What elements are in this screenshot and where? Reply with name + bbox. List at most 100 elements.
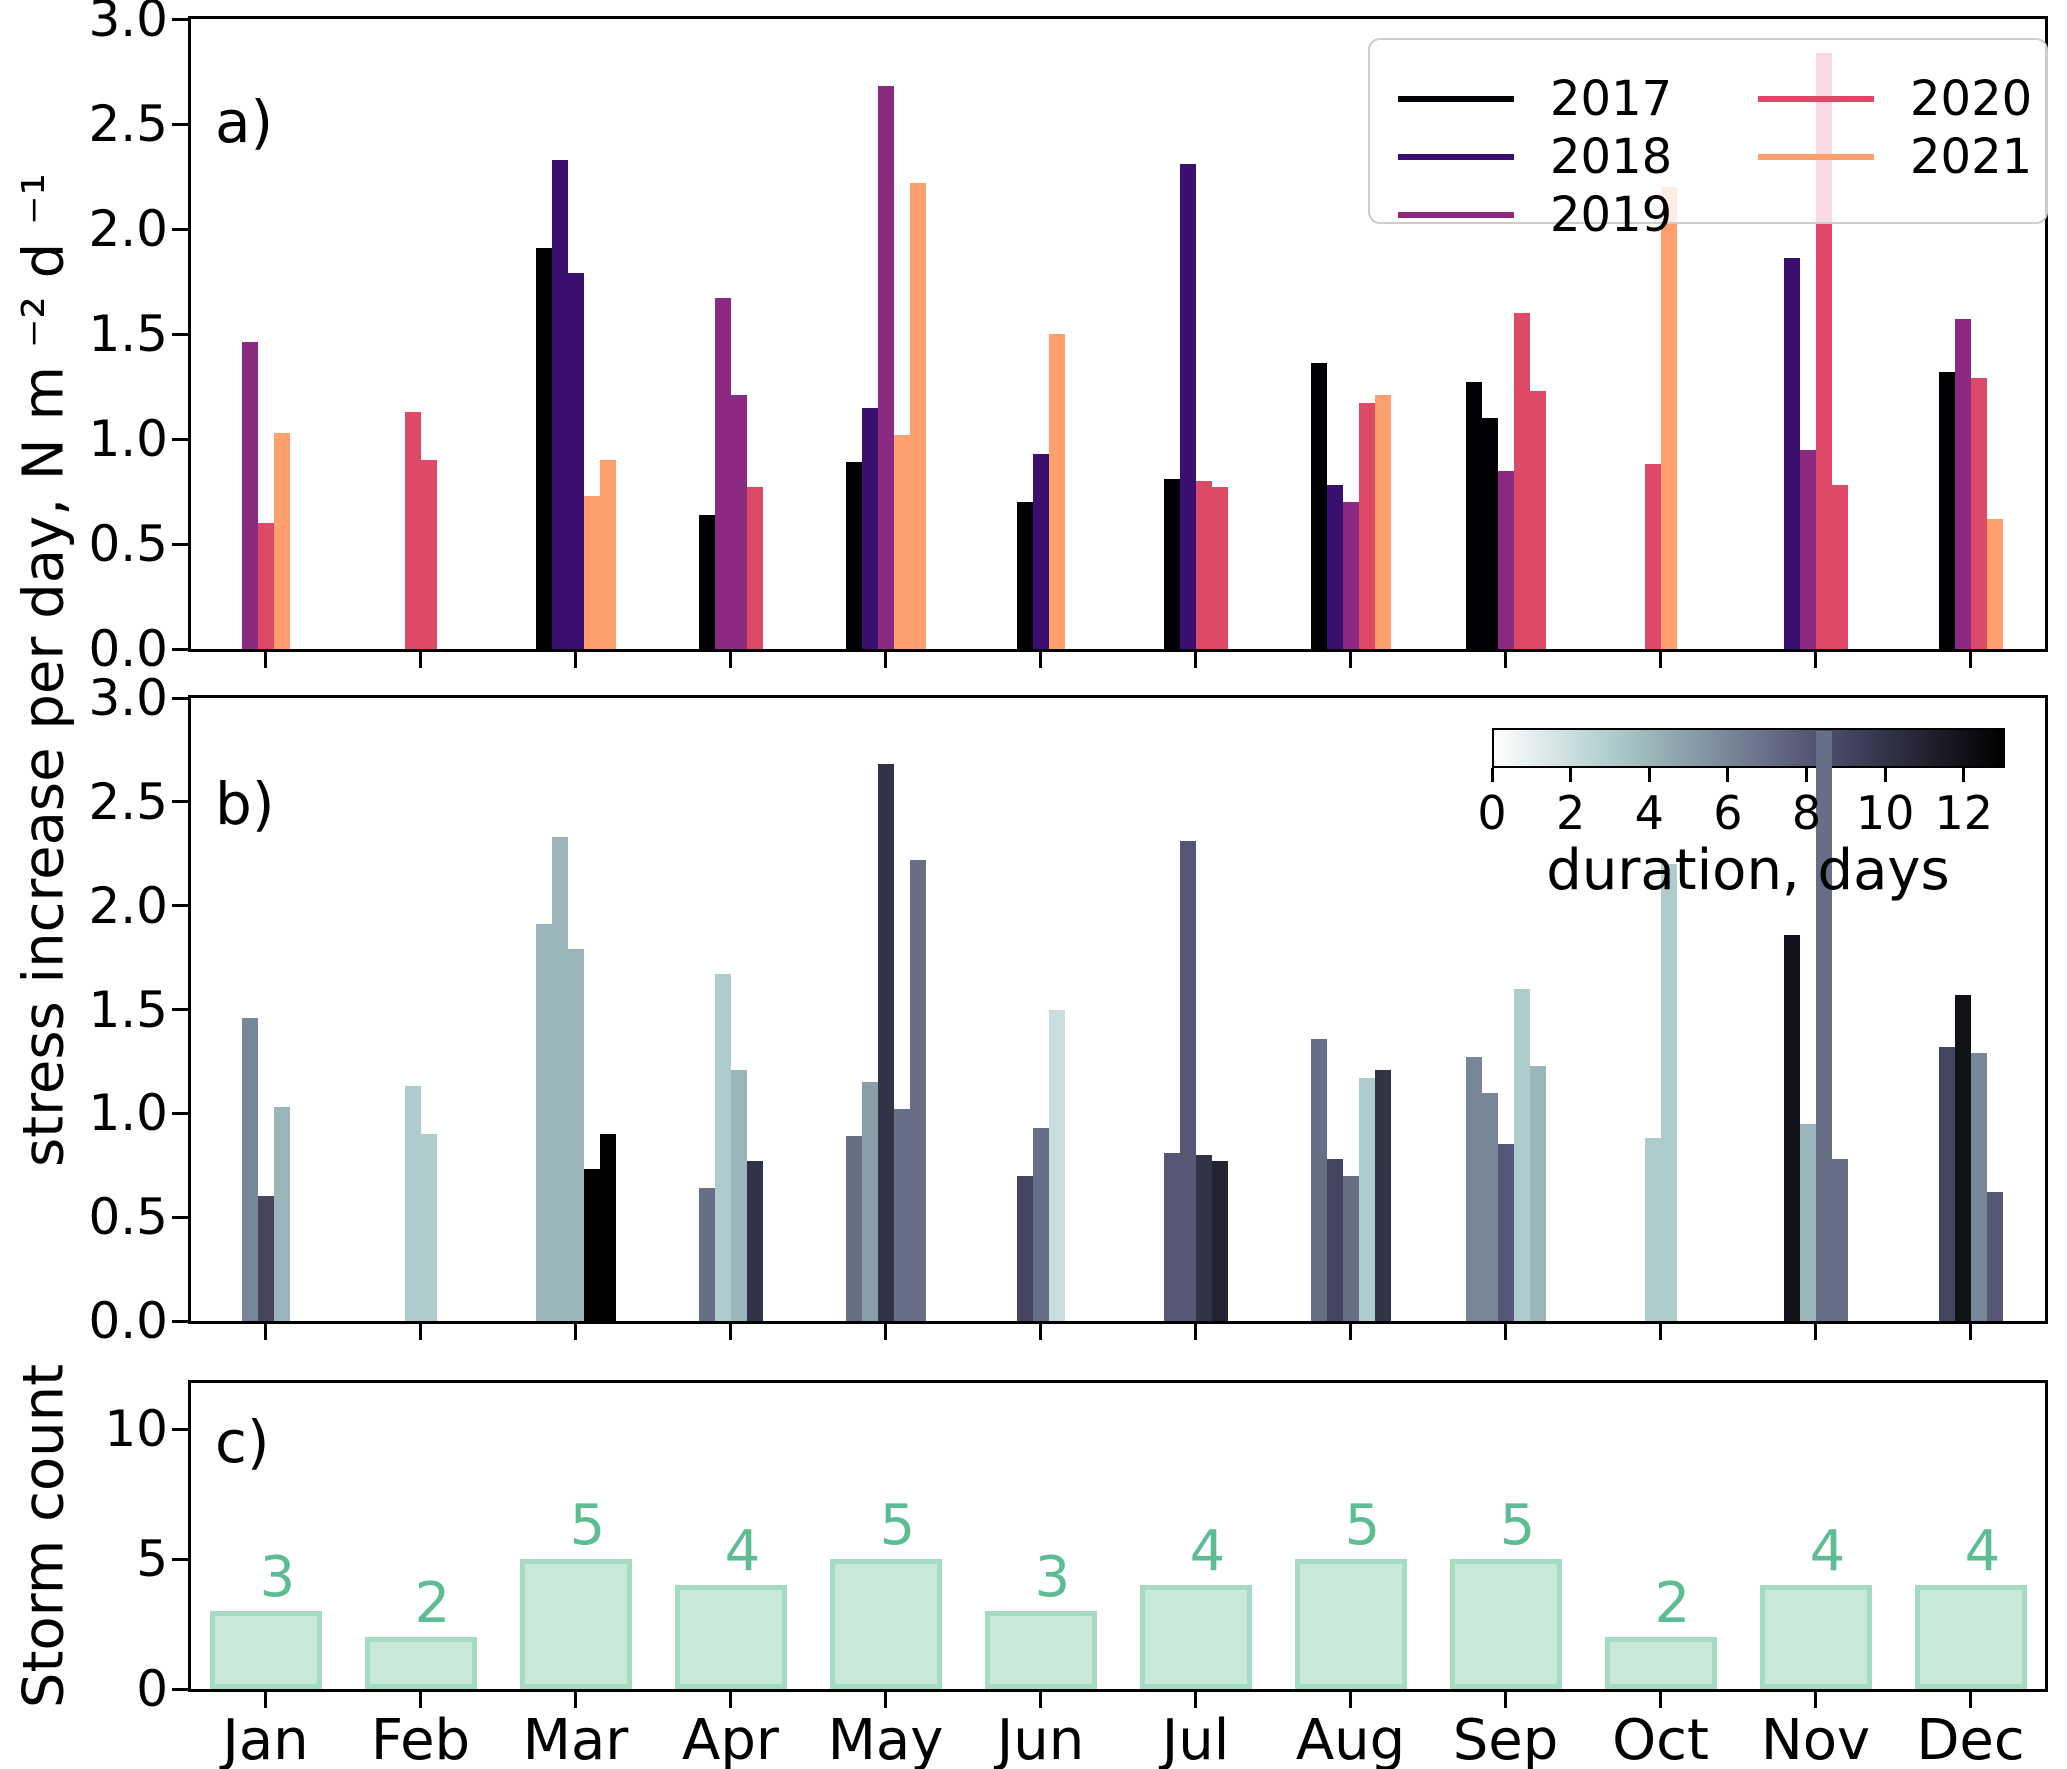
month-label-Jan: Jan — [222, 1708, 309, 1769]
ytick-label-a-1.5: 1.5 — [88, 305, 168, 363]
bar-b-Aug-3-3d — [1358, 1078, 1375, 1321]
ytick-mark-b-3.0 — [172, 696, 188, 700]
bar-b-Feb-0-3d — [404, 1086, 421, 1321]
bar-a-Aug-2-2019 — [1342, 502, 1359, 649]
count-label-Oct: 2 — [1654, 1571, 1691, 1636]
xtick-mark-a-Apr — [729, 652, 732, 668]
ytick-mark-c-5 — [172, 1557, 188, 1561]
legend-entry-2017: 2017 — [1550, 71, 1673, 127]
bar-b-Mar-4-13d — [599, 1134, 616, 1321]
xtick-mark-b-May — [884, 1324, 887, 1340]
colorbar-tick-2 — [1569, 768, 1573, 782]
bar-b-Sep-2-8d — [1497, 1144, 1514, 1321]
xtick-mark-b-Jul — [1194, 1324, 1197, 1340]
bar-b-Apr-1-3d — [714, 974, 731, 1321]
bar-c-Aug — [1294, 1559, 1407, 1689]
bar-b-Jul-1-8d — [1179, 841, 1196, 1321]
bar-b-May-0-7d — [845, 1136, 862, 1321]
bar-a-Jul-2-2020 — [1195, 481, 1212, 649]
ytick-label-c-0: 0 — [136, 1660, 168, 1718]
colorbar-tick-12 — [1962, 768, 1966, 782]
xtick-mark-c-Sep — [1504, 1692, 1507, 1708]
bar-b-Aug-1-9d — [1326, 1159, 1343, 1321]
xtick-mark-b-Feb — [419, 1324, 422, 1340]
xtick-mark-c-Mar — [574, 1692, 577, 1708]
month-label-Jun: Jun — [996, 1708, 1085, 1769]
bar-a-Mar-0-2017 — [535, 247, 552, 649]
month-label-Jul: Jul — [1161, 1708, 1230, 1769]
bar-a-Mar-4-2021 — [599, 460, 616, 649]
month-label-Nov: Nov — [1760, 1708, 1871, 1769]
bar-a-May-4-2021 — [909, 182, 926, 649]
bar-b-May-2-10d — [877, 764, 894, 1321]
colorbar — [1492, 728, 2005, 768]
xtick-mark-c-Aug — [1349, 1692, 1352, 1708]
ytick-mark-a-2.0 — [172, 227, 188, 231]
bar-a-Jan-1-2020 — [257, 523, 274, 649]
month-label-Aug: Aug — [1295, 1708, 1406, 1769]
ytick-mark-a-0.0 — [172, 647, 188, 651]
bar-c-Feb — [364, 1637, 477, 1689]
bar-b-May-4-7d — [909, 859, 926, 1321]
bar-a-Sep-4-2020 — [1529, 390, 1546, 649]
bar-b-Dec-1-12d — [1954, 994, 1971, 1321]
bar-a-Mar-1-2018 — [551, 159, 568, 649]
xtick-mark-a-Jul — [1194, 652, 1197, 668]
bar-a-Apr-0-2017 — [698, 514, 715, 649]
bar-a-Dec-3-2021 — [1986, 518, 2003, 649]
xtick-mark-a-Mar — [574, 652, 577, 668]
count-label-Jul: 4 — [1189, 1519, 1226, 1584]
bar-a-Feb-1-2020 — [420, 460, 437, 649]
bar-b-Dec-0-9d — [1938, 1046, 1955, 1321]
bar-a-Feb-0-2020 — [404, 411, 421, 649]
bar-b-Jul-2-10d — [1195, 1154, 1212, 1321]
ytick-label-b-2.5: 2.5 — [88, 772, 168, 831]
bar-a-Apr-1-2019 — [714, 298, 731, 649]
bar-b-Apr-2-4d — [730, 1069, 747, 1321]
bar-b-Sep-3-3d — [1513, 988, 1530, 1321]
ytick-label-c-5: 5 — [136, 1530, 168, 1588]
panel-c-axes — [188, 1380, 2048, 1692]
bar-b-May-3-7d — [893, 1109, 910, 1321]
bar-b-Jan-0-6d — [241, 1017, 258, 1321]
bar-c-Sep — [1449, 1559, 1562, 1689]
colorbar-tick-10 — [1883, 768, 1887, 782]
count-label-Dec: 4 — [1964, 1519, 2001, 1584]
xtick-mark-a-Nov — [1814, 652, 1817, 668]
bar-c-Dec — [1914, 1585, 2027, 1689]
bar-c-Apr — [674, 1585, 787, 1689]
ytick-mark-c-10 — [172, 1427, 188, 1431]
month-label-May: May — [827, 1708, 944, 1769]
bar-a-Apr-3-2020 — [746, 487, 763, 649]
ytick-mark-a-3.0 — [172, 17, 188, 21]
xtick-mark-a-Sep — [1504, 652, 1507, 668]
colorbar-ticklabel-12: 12 — [1934, 786, 1993, 840]
colorbar-ticklabel-2: 2 — [1555, 786, 1586, 840]
ytick-mark-b-2.0 — [172, 904, 188, 908]
bar-a-Jan-2-2021 — [273, 432, 290, 649]
ytick-mark-b-0.5 — [172, 1215, 188, 1219]
bar-b-Apr-0-7d — [698, 1188, 715, 1321]
panel-b-label: b) — [215, 770, 275, 838]
colorbar-tick-8 — [1804, 768, 1808, 782]
bar-a-Oct-1-2021 — [1660, 187, 1677, 649]
bar-b-Dec-3-8d — [1986, 1192, 2003, 1321]
xtick-mark-a-Dec — [1969, 652, 1972, 668]
month-label-Oct: Oct — [1612, 1708, 1709, 1769]
colorbar-ticklabel-10: 10 — [1855, 786, 1915, 840]
ytick-label-a-1.0: 1.0 — [88, 410, 168, 468]
bar-a-Nov-3-2020 — [1831, 485, 1848, 649]
ytick-label-a-0.5: 0.5 — [88, 515, 168, 573]
month-label-Dec: Dec — [1916, 1708, 2025, 1769]
xtick-mark-a-Jun — [1039, 652, 1042, 668]
ytick-mark-b-0.0 — [172, 1319, 188, 1323]
bar-b-Mar-3-13d — [583, 1169, 600, 1321]
count-label-Jan: 3 — [259, 1545, 296, 1610]
month-label-Mar: Mar — [522, 1708, 629, 1769]
legend-sample-2018 — [1398, 154, 1514, 160]
bar-a-May-0-2017 — [845, 462, 862, 649]
bar-b-Sep-1-6d — [1481, 1092, 1498, 1321]
bar-a-Mar-3-2021 — [583, 495, 600, 649]
bar-a-Jan-0-2019 — [241, 342, 258, 649]
